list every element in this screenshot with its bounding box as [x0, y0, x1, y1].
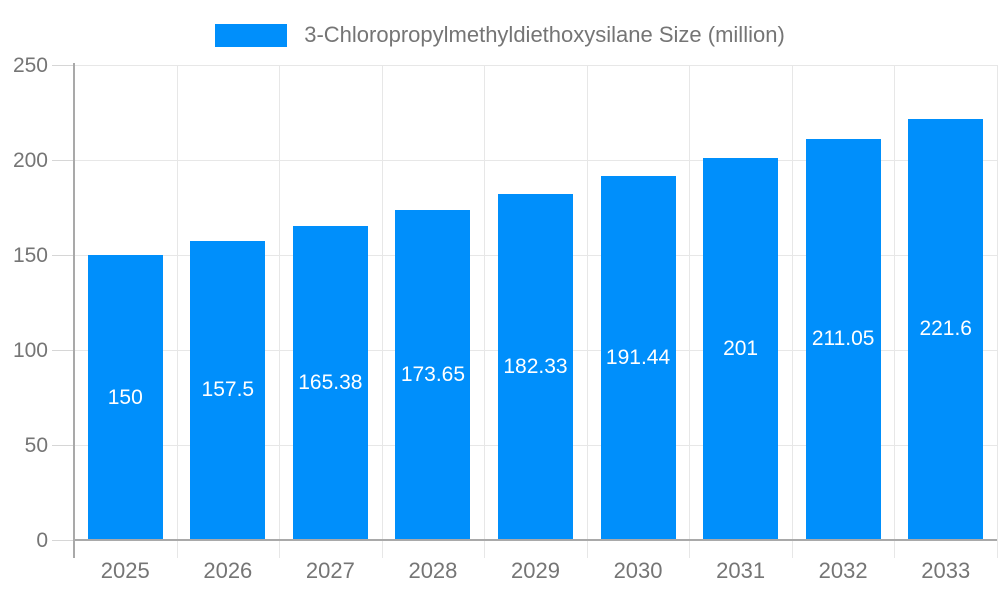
- bar-2025[interactable]: 150: [87, 255, 163, 540]
- x-axis-tick-label: 2029: [511, 558, 560, 583]
- bar-2030[interactable]: 191.44: [600, 176, 676, 540]
- y-axis-tick-label: 150: [12, 244, 48, 267]
- bar-value-label: 182.33: [503, 354, 568, 378]
- y-axis-line: [73, 63, 75, 558]
- bar-2032[interactable]: 211.05: [805, 139, 881, 540]
- vertical-gridline: [279, 65, 281, 558]
- legend-swatch-icon: [215, 23, 288, 47]
- y-axis-tick: [52, 540, 74, 541]
- y-axis-tick-label: 0: [36, 529, 48, 552]
- bar-value-label: 165.38: [298, 370, 363, 394]
- bar-value-label: 173.65: [400, 363, 466, 387]
- vertical-gridline: [689, 65, 691, 558]
- vertical-gridline: [381, 65, 383, 558]
- vertical-gridline: [176, 65, 178, 558]
- bar-value-label: 157.5: [201, 378, 255, 402]
- vertical-gridline: [586, 65, 588, 558]
- y-axis-tick: [52, 160, 74, 161]
- bar-2027[interactable]: 165.38: [292, 225, 368, 540]
- bar-2031[interactable]: 201: [703, 158, 779, 540]
- bar-value-label: 150: [107, 385, 143, 409]
- x-axis-tick-label: 2025: [100, 558, 150, 583]
- bar-2028[interactable]: 173.65: [395, 210, 471, 540]
- bar-2033[interactable]: 221.6: [908, 118, 984, 540]
- bar-value-label: 191.44: [605, 346, 671, 370]
- x-axis-tick-label: 2027: [305, 558, 355, 583]
- y-axis-tick: [52, 255, 74, 256]
- x-axis-tick-label: 2032: [818, 558, 868, 583]
- vertical-gridline: [997, 65, 998, 558]
- x-axis-line: [73, 539, 997, 541]
- legend-label: 3-Chloropropylmethyldiethoxysilane Size …: [304, 22, 785, 47]
- vertical-gridline: [894, 65, 896, 558]
- bar-value-label: 211.05: [811, 327, 875, 351]
- y-axis-tick-label: 250: [12, 54, 48, 77]
- x-axis-tick-label: 2033: [921, 558, 971, 583]
- y-axis-tick-label: 200: [12, 149, 48, 172]
- horizontal-gridline: [74, 160, 997, 161]
- y-axis-tick: [52, 445, 74, 446]
- vertical-gridline: [484, 65, 486, 558]
- vertical-gridline: [791, 65, 793, 558]
- y-axis-tick: [52, 350, 74, 351]
- x-axis-tick-label: 2028: [408, 558, 458, 583]
- horizontal-gridline: [74, 65, 997, 66]
- y-axis-tick-label: 100: [12, 339, 48, 362]
- legend-item[interactable]: 3-Chloropropylmethyldiethoxysilane Size …: [0, 22, 1000, 48]
- x-axis-tick-label: 2031: [716, 558, 766, 583]
- bar-2026[interactable]: 157.5: [190, 240, 266, 540]
- bar-value-label: 201: [723, 337, 759, 361]
- y-axis-tick: [52, 65, 74, 66]
- bar-value-label: 221.6: [919, 317, 972, 341]
- x-axis-tick-label: 2026: [203, 558, 253, 583]
- x-axis-tick-label: 2030: [613, 558, 663, 583]
- bar-2029[interactable]: 182.33: [498, 193, 573, 540]
- y-axis-tick-label: 50: [24, 434, 48, 457]
